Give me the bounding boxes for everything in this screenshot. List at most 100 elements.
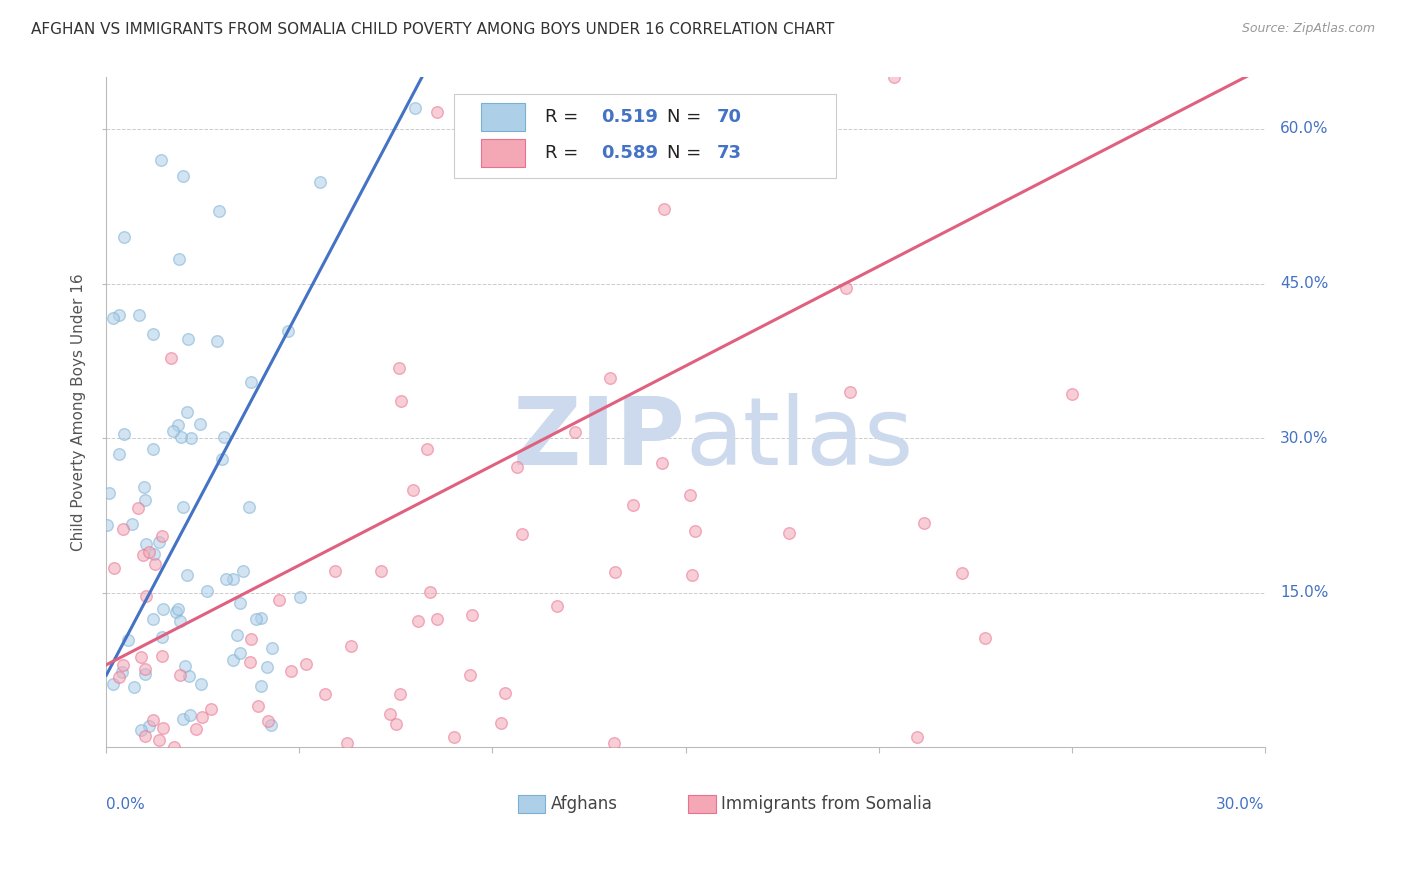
Text: 30.0%: 30.0% xyxy=(1216,797,1265,812)
Point xyxy=(190,677,212,691)
Point xyxy=(406,615,429,629)
Point xyxy=(388,360,411,375)
Point xyxy=(950,566,973,581)
Text: 45.0%: 45.0% xyxy=(1279,276,1329,291)
Point xyxy=(238,500,260,514)
Point xyxy=(142,612,165,626)
Point xyxy=(97,486,120,500)
Text: 30.0%: 30.0% xyxy=(1279,431,1329,446)
Point xyxy=(222,572,245,586)
Point xyxy=(323,564,346,578)
Point xyxy=(169,668,191,682)
Point xyxy=(127,501,149,516)
Point xyxy=(134,492,156,507)
Point xyxy=(314,687,336,701)
Point xyxy=(150,649,173,664)
Point xyxy=(564,425,586,440)
Point xyxy=(191,710,214,724)
Point xyxy=(389,688,412,702)
Point xyxy=(221,652,243,666)
Point xyxy=(134,729,156,743)
FancyBboxPatch shape xyxy=(517,796,546,813)
Point xyxy=(103,561,125,575)
Point xyxy=(228,596,250,610)
Point xyxy=(167,602,190,616)
Point xyxy=(426,105,449,120)
Point xyxy=(128,308,150,322)
Point xyxy=(159,351,181,365)
FancyBboxPatch shape xyxy=(454,95,837,178)
Point xyxy=(214,572,236,586)
Point xyxy=(142,327,165,342)
Point xyxy=(250,679,273,693)
Text: 70: 70 xyxy=(717,108,742,126)
FancyBboxPatch shape xyxy=(688,796,716,813)
Point xyxy=(112,427,135,442)
Point xyxy=(103,311,125,326)
Point xyxy=(177,332,200,346)
Point xyxy=(179,668,201,682)
Point xyxy=(205,334,228,349)
Y-axis label: Child Poverty Among Boys Under 16: Child Poverty Among Boys Under 16 xyxy=(72,274,86,551)
Point xyxy=(229,647,252,661)
Point xyxy=(652,202,675,217)
Point xyxy=(150,528,173,542)
Point xyxy=(135,589,157,603)
Text: 0.519: 0.519 xyxy=(600,108,658,126)
Point xyxy=(288,590,311,604)
Point xyxy=(148,535,170,549)
Point xyxy=(166,417,188,432)
Point xyxy=(112,229,135,244)
Point xyxy=(176,567,198,582)
Point xyxy=(162,424,184,438)
Point xyxy=(188,417,211,431)
Text: atlas: atlas xyxy=(686,393,914,485)
Point xyxy=(1060,386,1083,401)
Point xyxy=(250,611,273,625)
Point xyxy=(152,602,174,616)
Point xyxy=(681,568,703,582)
Point xyxy=(621,499,644,513)
Point xyxy=(494,686,516,700)
Point xyxy=(260,718,283,732)
Point xyxy=(679,488,702,502)
Point xyxy=(599,371,621,385)
Point xyxy=(129,723,152,737)
Point xyxy=(232,564,254,578)
Text: N =: N = xyxy=(666,144,707,161)
Point xyxy=(461,608,484,623)
Point xyxy=(651,456,673,470)
Point xyxy=(122,680,145,694)
Point xyxy=(460,667,482,681)
Point xyxy=(184,723,207,737)
Point xyxy=(239,656,262,670)
Point xyxy=(200,702,222,716)
Point xyxy=(138,545,160,559)
Point xyxy=(163,740,186,755)
Point xyxy=(150,630,173,644)
Point xyxy=(415,442,437,456)
Point xyxy=(246,698,269,713)
Point xyxy=(132,480,155,494)
Text: N =: N = xyxy=(666,108,707,126)
Point xyxy=(280,664,302,678)
Text: Afghans: Afghans xyxy=(551,795,619,814)
Text: Source: ZipAtlas.com: Source: ZipAtlas.com xyxy=(1241,22,1375,36)
FancyBboxPatch shape xyxy=(481,139,524,167)
Point xyxy=(131,650,153,665)
Point xyxy=(169,614,191,628)
Point xyxy=(443,730,465,744)
Point xyxy=(389,393,412,408)
Point xyxy=(226,627,249,641)
Point xyxy=(180,431,202,445)
Point xyxy=(683,524,706,538)
Point xyxy=(111,522,134,536)
Point xyxy=(111,658,134,673)
Point xyxy=(170,430,193,444)
Point xyxy=(257,714,280,728)
Point xyxy=(208,204,231,219)
Point xyxy=(167,252,190,266)
Point xyxy=(172,500,194,514)
Point xyxy=(121,516,143,531)
Point xyxy=(152,721,174,735)
